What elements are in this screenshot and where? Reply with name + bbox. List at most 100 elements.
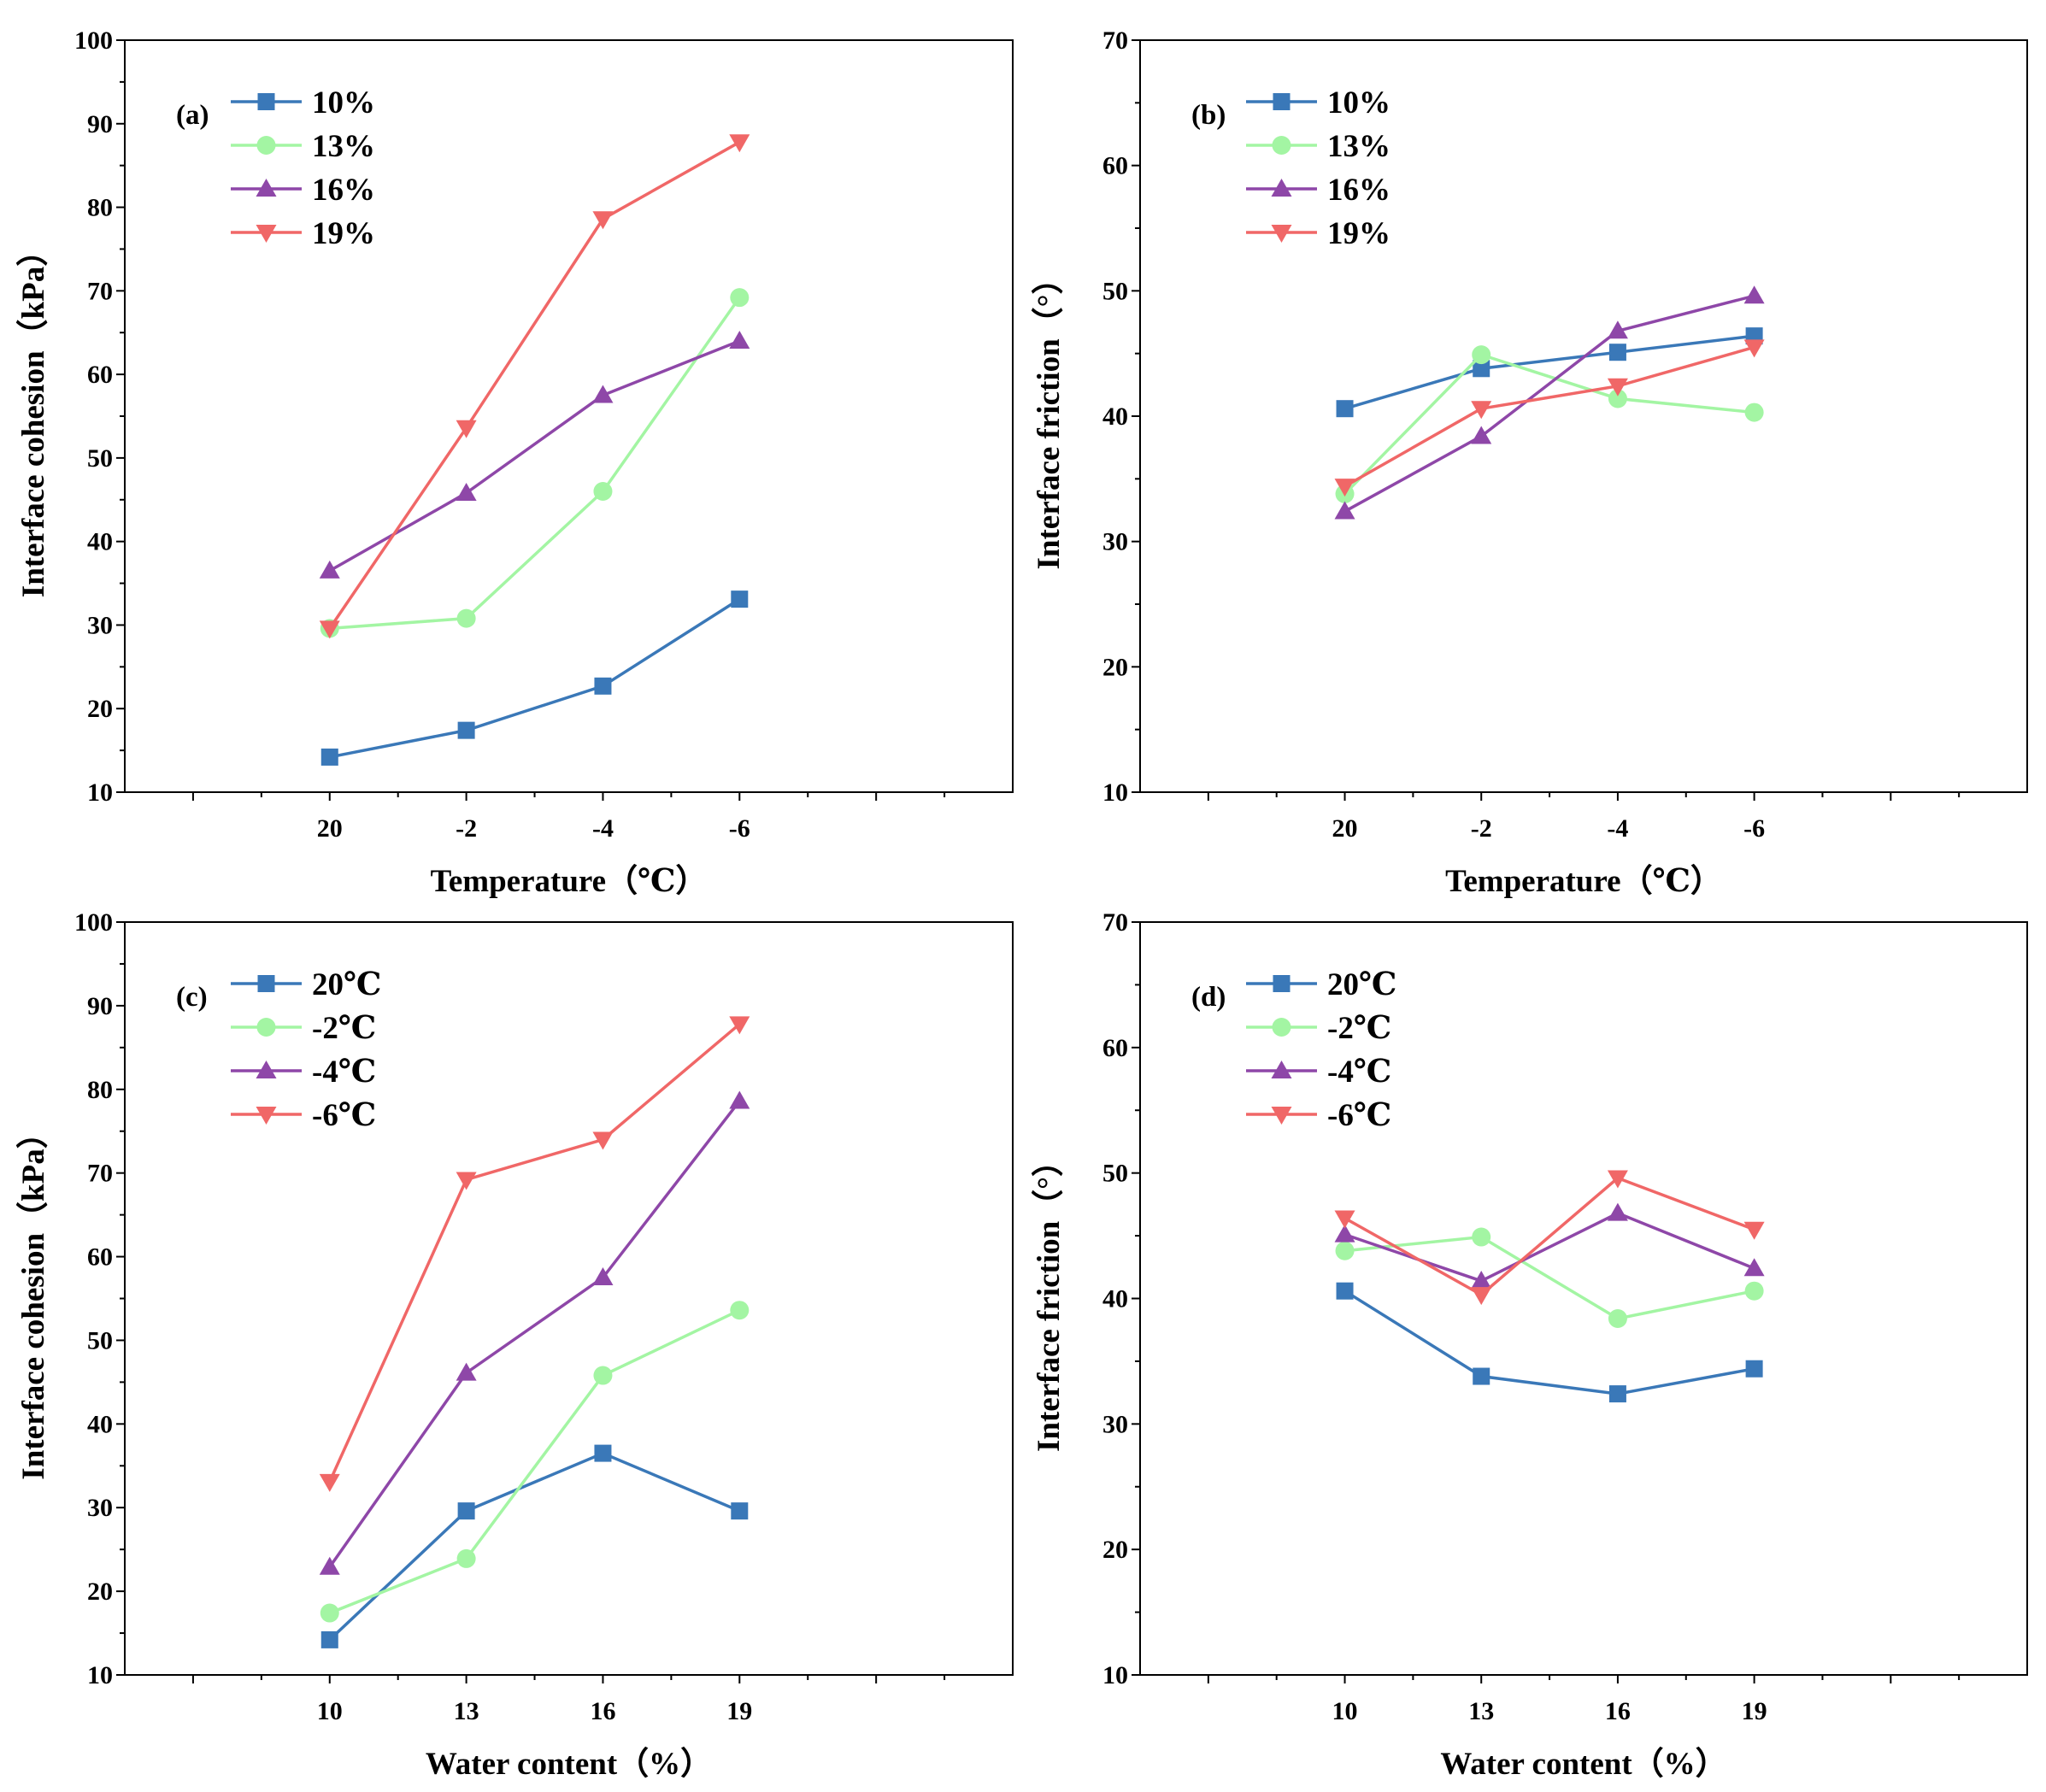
data-point <box>456 1362 477 1381</box>
data-point <box>592 1131 614 1150</box>
legend: 20℃ -2℃ -4℃ -6℃ <box>231 967 381 1133</box>
y-axis-title: Interface cohesion（kPa） <box>15 1117 51 1479</box>
series-3 <box>319 1016 750 1492</box>
x-tick-label: 16 <box>590 1697 615 1725</box>
legend-marker <box>256 1107 277 1125</box>
plot-frame <box>124 39 1014 793</box>
x-tick-label: -2 <box>456 814 477 843</box>
legend-label: -2℃ <box>1327 1011 1391 1046</box>
data-point <box>1473 1367 1490 1385</box>
data-point <box>1335 1241 1355 1260</box>
data-point <box>1336 400 1354 418</box>
data-point <box>457 721 475 739</box>
data-point <box>594 677 612 695</box>
data-point <box>594 1444 612 1462</box>
data-point <box>1471 1287 1492 1306</box>
legend-label: 20℃ <box>1327 967 1396 1002</box>
legend-label: 13% <box>1327 129 1390 164</box>
data-point <box>1336 1282 1354 1300</box>
x-tick-label: 20 <box>1332 814 1358 843</box>
legend-marker <box>257 975 275 992</box>
data-point <box>1743 285 1765 304</box>
data-point <box>319 1473 340 1492</box>
legend-marker <box>1271 179 1292 197</box>
series-1 <box>1335 1227 1764 1328</box>
series-line <box>329 1308 741 1615</box>
data-point <box>319 620 340 639</box>
data-point <box>319 560 340 579</box>
y-tick-label: 100 <box>74 908 113 937</box>
series-2 <box>319 331 750 579</box>
data-point <box>1471 401 1492 420</box>
data-point <box>1743 1258 1765 1277</box>
series-3 <box>1334 1170 1765 1306</box>
y-tick-label: 60 <box>87 361 113 389</box>
data-point <box>729 1016 750 1035</box>
legend-label: -6℃ <box>312 1098 376 1133</box>
legend-marker <box>1271 225 1292 243</box>
series-0 <box>1336 327 1763 418</box>
y-tick-label: 10 <box>1102 778 1128 807</box>
data-point <box>1607 1202 1628 1221</box>
y-tick-label: 40 <box>1102 402 1128 431</box>
x-axis-title: Temperature（℃） <box>1445 863 1722 899</box>
data-point <box>1608 344 1626 361</box>
y-tick-label: 60 <box>87 1243 113 1272</box>
legend-marker <box>257 93 275 110</box>
y-tick-label: 70 <box>87 277 113 305</box>
series-line <box>328 1100 741 1568</box>
series-line <box>1344 334 1755 410</box>
x-tick-label: 10 <box>317 1697 343 1725</box>
x-tick-label: 19 <box>726 1697 752 1725</box>
data-point <box>1607 320 1628 339</box>
x-tick-label: 20 <box>317 814 343 843</box>
legend-label: 16% <box>1327 173 1390 208</box>
data-point <box>1334 479 1355 497</box>
series-line <box>1343 294 1755 513</box>
data-point <box>1334 501 1355 520</box>
series-2 <box>1334 285 1765 520</box>
data-point <box>1607 1170 1628 1189</box>
data-point <box>456 1172 477 1190</box>
y-tick-label: 20 <box>87 1578 113 1606</box>
legend-label: 10% <box>312 85 375 120</box>
plot-frame <box>1139 39 2028 793</box>
legend: 20℃ -2℃ -4℃ -6℃ <box>1246 967 1396 1133</box>
data-point <box>1608 389 1627 408</box>
legend-label: 19% <box>312 216 375 251</box>
data-point <box>456 608 476 628</box>
legend-label: -2℃ <box>312 1011 376 1046</box>
series-3 <box>319 134 750 639</box>
series-2 <box>319 1090 750 1575</box>
legend-marker <box>256 136 276 155</box>
legend-label: 10% <box>1327 85 1390 120</box>
data-point <box>730 1301 750 1320</box>
y-tick-label: 50 <box>1102 1160 1128 1188</box>
x-tick-label: -6 <box>729 814 750 843</box>
y-tick-label: 60 <box>1102 1034 1128 1062</box>
x-tick-label: -2 <box>1471 814 1492 843</box>
series-line <box>329 297 741 631</box>
y-tick-label: 50 <box>1102 277 1128 305</box>
data-point <box>729 1090 750 1109</box>
chart-panel-b: 10 20 30 40 50 60 70 20 -2 -4 -6 Temperature（℃） Inte… <box>1031 26 2028 899</box>
legend-label: 16% <box>312 173 375 208</box>
data-point <box>1472 345 1491 365</box>
data-point <box>456 482 477 501</box>
data-point <box>731 590 749 608</box>
chart-panel-a: 10 20 30 40 50 60 70 80 90 100 20 -2 -4 -6 Temperature… <box>15 26 1014 899</box>
y-tick-label: 60 <box>1102 152 1128 180</box>
chart-panel-c: 10 20 30 40 50 60 70 80 90 100 10 13 16 19 Water conte… <box>15 908 1014 1782</box>
y-tick-label: 30 <box>87 611 113 639</box>
data-point <box>1743 1221 1765 1240</box>
series-1 <box>320 1301 750 1623</box>
x-tick-label: 16 <box>1605 1697 1631 1725</box>
y-axis-title: Interface friction（°） <box>1031 263 1067 570</box>
legend-marker <box>256 1061 277 1078</box>
series-0 <box>320 1444 749 1648</box>
data-point <box>729 331 750 349</box>
data-point <box>320 1630 338 1648</box>
series-1 <box>320 288 750 638</box>
legend-marker <box>1271 1107 1292 1125</box>
y-tick-label: 30 <box>87 1494 113 1522</box>
